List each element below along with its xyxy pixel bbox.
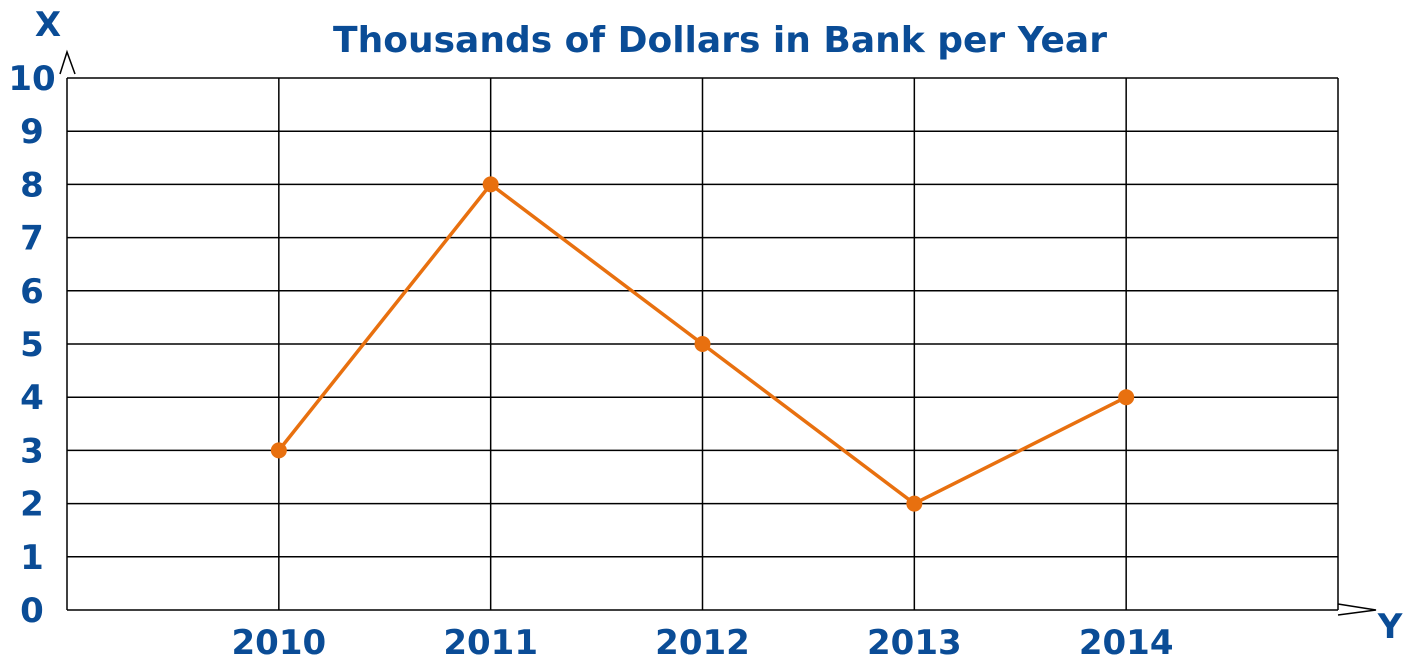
y-tick-label: 4 — [20, 378, 44, 418]
chart-title: Thousands of Dollars in Bank per Year — [333, 20, 1107, 61]
x-tick-label: 2010 — [232, 623, 327, 661]
y-tick-label: 7 — [20, 219, 44, 259]
x-axis-letter: Y — [1377, 607, 1403, 647]
x-axis-arrow — [1337, 603, 1377, 616]
data-point — [694, 336, 711, 352]
data-point — [482, 176, 499, 193]
x-tick-label: 2013 — [867, 623, 962, 661]
x-tick-labels: 2010 2011 2012 2013 2014 — [232, 623, 1174, 661]
y-tick-label: 6 — [20, 272, 44, 312]
y-tick-label: 1 — [20, 538, 44, 578]
y-tick-labels: 0 1 2 3 4 5 6 7 8 9 10 — [8, 59, 55, 631]
y-tick-label: 8 — [20, 165, 44, 205]
y-tick-label: 10 — [8, 59, 55, 99]
x-tick-label: 2014 — [1079, 623, 1174, 661]
x-tick-label: 2011 — [443, 623, 538, 661]
y-tick-label: 2 — [20, 485, 44, 525]
axes — [59, 49, 1377, 616]
y-axis-letter: X — [35, 5, 61, 45]
y-tick-label: 3 — [20, 431, 44, 471]
series — [270, 176, 1135, 512]
y-axis-arrow — [59, 49, 76, 75]
y-tick-label: 0 — [20, 591, 44, 631]
data-point — [270, 442, 287, 459]
data-point — [1118, 389, 1135, 406]
data-point — [906, 495, 923, 512]
y-tick-label: 5 — [20, 325, 44, 365]
y-tick-label: 9 — [20, 112, 44, 152]
x-tick-label: 2012 — [655, 623, 750, 661]
